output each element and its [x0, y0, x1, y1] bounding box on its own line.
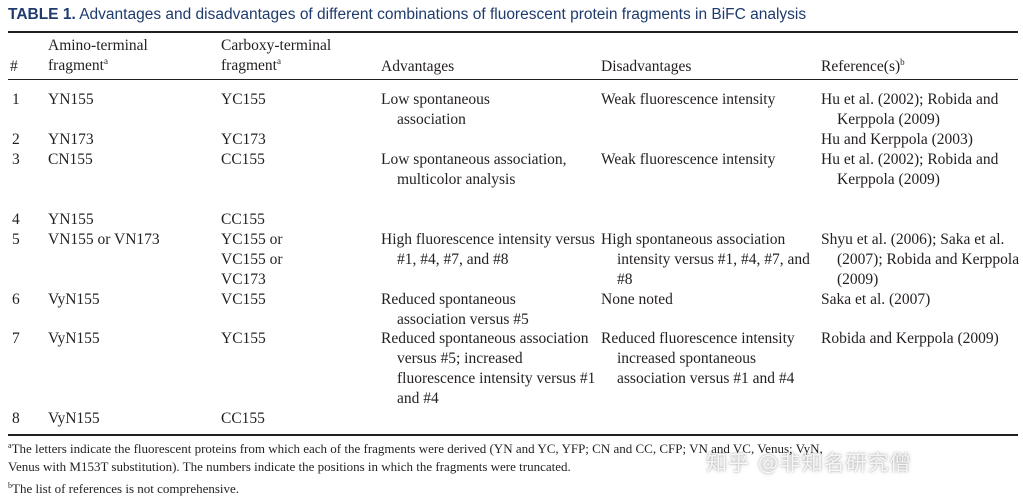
header-disadvantages: Disadvantages: [601, 58, 692, 75]
row-amino: VyN155: [48, 410, 100, 427]
row-num: 6: [12, 291, 20, 308]
row-amino: YN173: [48, 131, 94, 148]
header-carboxy-line1: Carboxy-terminal: [221, 37, 332, 54]
row-num: 2: [12, 131, 20, 148]
row-carboxy: CC155: [221, 410, 265, 427]
header-carboxy-sup: a: [276, 56, 281, 66]
row-carboxy: YC155 or VC155 or VC173: [221, 231, 283, 288]
header-amino: Amino-terminal fragmenta: [48, 36, 148, 76]
footnote-b-text: The list of references is not comprehens…: [12, 481, 240, 496]
header-amino-line1: Amino-terminal: [48, 37, 148, 54]
footnote-b: bThe list of references is not comprehen…: [8, 480, 1008, 498]
row-carboxy: YC155: [221, 91, 266, 108]
row-num: 4: [12, 211, 20, 228]
row-advantages: High fluorescence intensity versus #1, #…: [381, 231, 595, 268]
row-disadvantages: High spontaneous association intensity v…: [601, 231, 810, 288]
header-amino-line2: fragmenta: [48, 56, 148, 76]
footnote-a-mark: a: [8, 441, 12, 450]
row-amino: VyN155: [48, 291, 100, 308]
header-carboxy-line2: fragmenta: [221, 56, 331, 76]
row-references: Hu et al. (2002); Robida and Kerppola (2…: [821, 151, 999, 188]
row-disadvantages: None noted: [601, 291, 673, 308]
footnote-a-line2: Venus with M153T substitution). The numb…: [8, 459, 571, 474]
row-num: 1: [12, 91, 20, 108]
header-advantages: Advantages: [381, 58, 455, 75]
row-disadvantages: Weak fluorescence intensity: [601, 151, 776, 168]
top-rule: [8, 31, 1018, 33]
row-advantages: Reduced spontaneous association versus #…: [381, 291, 529, 328]
row-references: Saka et al. (2007): [821, 291, 931, 308]
table-title: Advantages and disadvantages of differen…: [79, 6, 807, 23]
row-carboxy: VC155: [221, 291, 266, 308]
row-amino: VN155 or VN173: [48, 231, 160, 248]
watermark: 知乎 @非知名研究僧: [706, 451, 912, 475]
header-amino-sup: a: [103, 56, 108, 66]
row-amino: CN155: [48, 151, 93, 168]
header-carboxy: Carboxy-terminal fragmenta: [221, 36, 331, 76]
row-disadvantages: Weak fluorescence intensity: [601, 91, 776, 108]
row-advantages: Low spontaneous association: [381, 91, 490, 128]
row-amino: VyN155: [48, 330, 100, 347]
header-carboxy-word: fragment: [221, 57, 277, 74]
footnote-a-line1: aThe letters indicate the fluorescent pr…: [8, 440, 1008, 458]
row-num: 8: [12, 410, 20, 427]
row-advantages: Reduced spontaneous association versus #…: [381, 330, 596, 407]
header-refs: Reference(s)b: [821, 57, 905, 77]
row-disadvantages: Reduced fluorescence intensity increased…: [601, 330, 795, 387]
header-num: #: [10, 58, 18, 75]
header-refs-word: Reference(s): [821, 58, 901, 75]
row-carboxy: CC155: [221, 151, 265, 168]
row-num: 5: [12, 231, 20, 248]
row-amino: YN155: [48, 211, 94, 228]
row-references: Shyu et al. (2006); Saka et al. (2007); …: [821, 231, 1020, 288]
header-refs-sup: b: [900, 57, 905, 67]
header-rule: [8, 79, 1018, 80]
row-advantages: Low spontaneous association, multicolor …: [381, 151, 567, 188]
row-references: Hu and Kerppola (2003): [821, 131, 973, 148]
row-references: Robida and Kerppola (2009): [821, 330, 999, 347]
row-num: 7: [12, 330, 20, 347]
footnote-b-mark: b: [8, 481, 12, 490]
row-amino: YN155: [48, 91, 94, 108]
footnote-a-text1: The letters indicate the fluorescent pro…: [11, 441, 823, 456]
row-carboxy: YC173: [221, 131, 266, 148]
bottom-rule: [8, 434, 1018, 436]
row-carboxy: YC155: [221, 330, 266, 347]
table-label: TABLE 1.: [8, 6, 76, 23]
row-num: 3: [12, 151, 20, 168]
table-caption: TABLE 1. Advantages and disadvantages of…: [8, 6, 806, 24]
header-amino-word: fragment: [48, 57, 104, 74]
row-carboxy: CC155: [221, 211, 265, 228]
footnote-a: aThe letters indicate the fluorescent pr…: [8, 440, 1008, 476]
row-references: Hu et al. (2002); Robida and Kerppola (2…: [821, 91, 999, 128]
